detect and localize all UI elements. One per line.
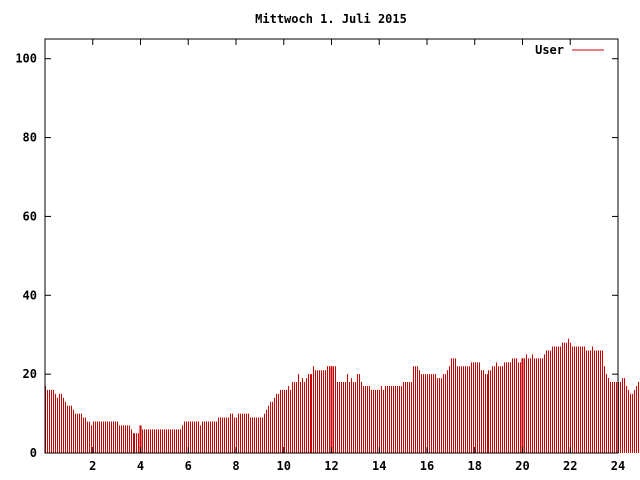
x-tick-label: 20 bbox=[515, 459, 529, 473]
y-tick-label: 20 bbox=[23, 367, 37, 381]
x-tick-label: 12 bbox=[324, 459, 338, 473]
y-tick-label: 100 bbox=[15, 52, 37, 66]
x-tick-label: 8 bbox=[232, 459, 239, 473]
y-tick-label: 40 bbox=[23, 288, 37, 302]
y-tick-label: 60 bbox=[23, 209, 37, 223]
x-tick-label: 16 bbox=[420, 459, 434, 473]
y-tick-label: 0 bbox=[30, 446, 37, 460]
x-tick-label: 22 bbox=[563, 459, 577, 473]
x-tick-label: 4 bbox=[137, 459, 144, 473]
chart-title: Mittwoch 1. Juli 2015 bbox=[255, 12, 407, 26]
x-tick-label: 10 bbox=[277, 459, 291, 473]
legend: User bbox=[535, 43, 604, 57]
x-tick-label: 6 bbox=[185, 459, 192, 473]
y-tick-label: 80 bbox=[23, 131, 37, 145]
y-axis: 0 20 40 60 80 100 bbox=[15, 52, 618, 460]
legend-label: User bbox=[535, 43, 564, 57]
x-tick-label: 14 bbox=[372, 459, 386, 473]
x-tick-label: 24 bbox=[611, 459, 625, 473]
x-tick-label: 2 bbox=[89, 459, 96, 473]
x-tick-label: 18 bbox=[468, 459, 482, 473]
bars-group bbox=[45, 338, 639, 453]
x-axis: 2 4 6 8 10 12 14 16 18 20 22 24 bbox=[89, 39, 625, 473]
